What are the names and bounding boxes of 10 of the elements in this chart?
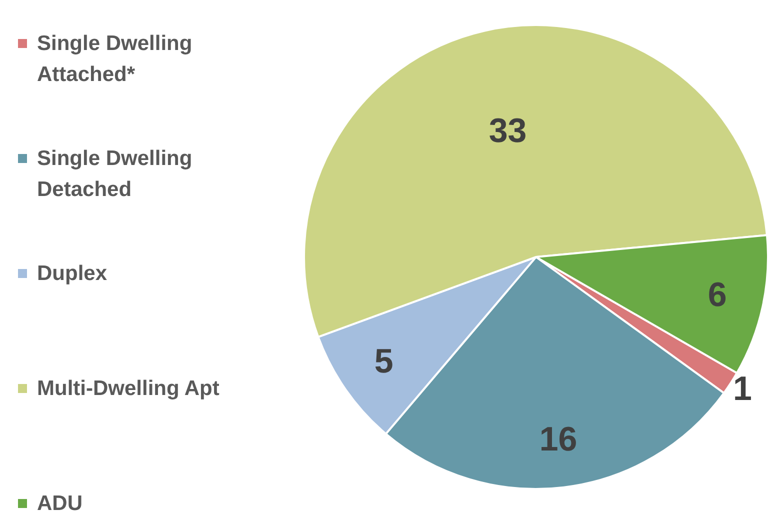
data-label: 6 [708,276,727,314]
legend-label: Single Dwelling Attached* [37,31,194,88]
legend-label: ADU [37,491,82,514]
legend-label: Multi-Dwelling Apt [37,376,220,402]
data-label: 33 [488,112,527,150]
data-label: 1 [732,370,752,408]
legend-label: Single Dwelling Detached [37,146,194,203]
legend-label: Duplex [37,261,108,287]
data-label: 16 [539,420,578,459]
data-label: 5 [374,342,394,381]
